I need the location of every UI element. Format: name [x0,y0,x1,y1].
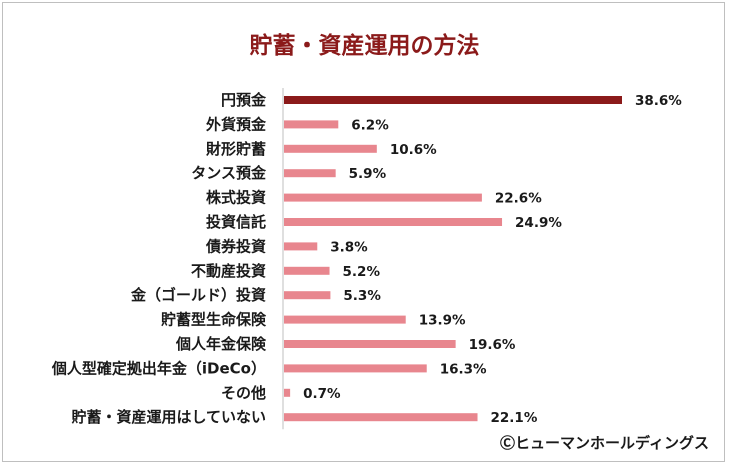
value-label: 19.6% [469,337,516,353]
chart-title: 貯蓄・資産運用の方法 [249,33,480,59]
category-label: 投資信託 [206,213,266,231]
category-label: 貯蓄・資産運用はしていない [71,408,266,426]
value-label: 5.3% [343,288,381,304]
bar [284,413,478,422]
value-label: 6.2% [351,117,389,133]
value-label: 5.9% [349,166,387,182]
category-label: 債券投資 [205,237,266,255]
bar [284,388,291,397]
bar [284,218,503,226]
value-label: 13.9% [419,313,466,329]
value-label: 22.1% [491,410,538,426]
category-label: 財形貯蓄 [205,140,266,158]
bar [284,169,336,178]
category-label: 個人年金保険 [175,335,267,353]
category-label: 株式投資 [206,189,266,207]
bar [284,96,622,104]
category-label: 金（ゴールド）投資 [130,286,266,304]
bar [284,266,330,275]
value-label: 5.2% [343,264,381,280]
copyright-credit: Ⓒヒューマンホールディングス [500,434,709,452]
bar [284,315,406,324]
bar [284,120,339,129]
value-label: 38.6% [635,93,682,109]
category-label: 円預金 [221,91,267,109]
bar [284,340,456,348]
value-label: 24.9% [515,215,562,231]
value-label: 3.8% [330,239,368,255]
value-label: 0.7% [303,386,341,402]
value-label: 22.6% [495,191,542,207]
bar [284,291,331,300]
category-label: 不動産投資 [191,262,266,280]
bar [284,242,318,251]
value-label: 16.3% [440,361,487,377]
bar [284,193,482,202]
category-label: その他 [221,384,266,402]
category-label: タンス預金 [191,164,267,182]
bar [284,364,427,373]
value-label: 10.6% [390,142,437,158]
bar [284,144,377,153]
category-label: 外貨預金 [205,115,267,133]
category-label: 貯蓄型生命保険 [161,311,267,329]
chart-frame [2,2,725,462]
category-label: 個人型確定拠出年金（iDeCo） [51,359,266,377]
